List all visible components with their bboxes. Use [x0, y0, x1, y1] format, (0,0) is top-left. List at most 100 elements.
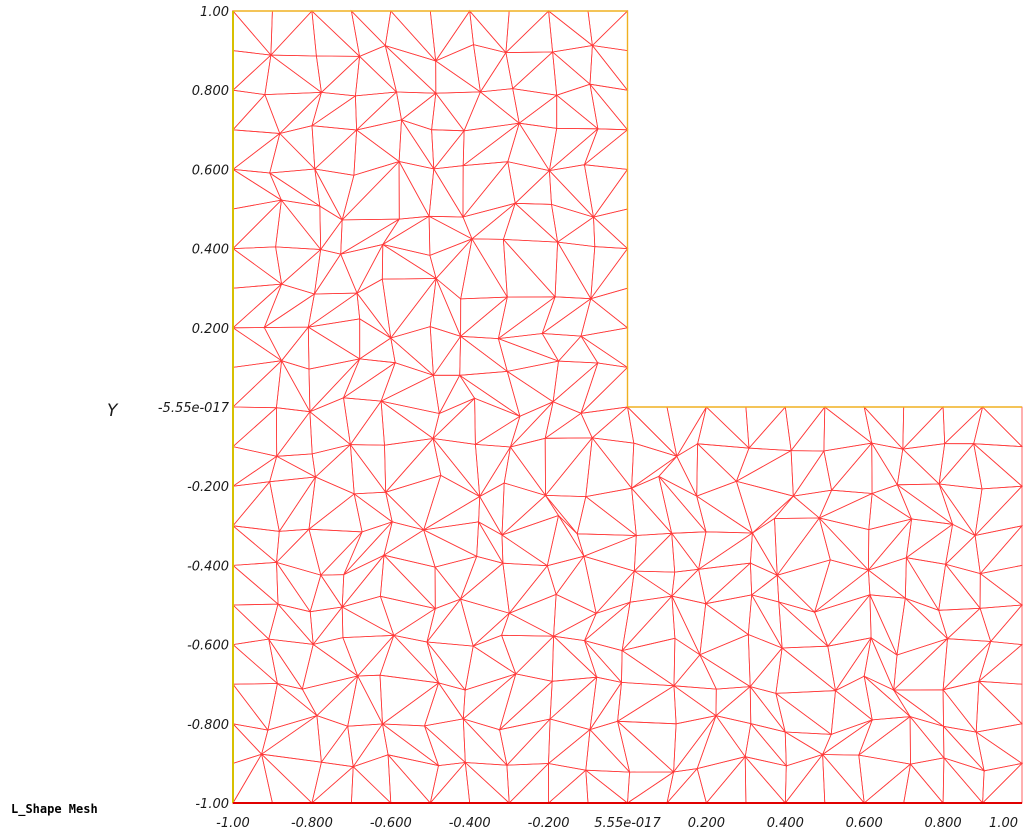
mesh-triangle	[505, 10, 550, 54]
x-tick-label: 0.600	[846, 816, 883, 831]
mesh-triangle	[231, 327, 282, 362]
y-tick-label: -0.600	[187, 639, 229, 654]
mesh-triangle	[979, 564, 1023, 606]
mesh-triangle	[314, 249, 342, 295]
mesh-triangle	[909, 715, 945, 765]
mesh-triangle	[505, 51, 554, 90]
mesh-triangle	[672, 685, 717, 717]
mesh-triangle	[429, 276, 462, 337]
mesh-triangle	[518, 94, 558, 129]
mesh-triangle	[514, 169, 552, 205]
mesh-triangle	[590, 246, 629, 301]
mesh-triangle	[589, 287, 628, 329]
mesh-triangle	[871, 484, 913, 521]
mesh-triangle	[591, 406, 635, 444]
mesh-triangle	[587, 10, 629, 47]
y-tick-label: 0.200	[192, 322, 229, 337]
mesh-triangle	[744, 722, 788, 767]
x-tick-label: 1.00	[989, 816, 1018, 831]
mesh-triangle	[774, 690, 836, 736]
mesh-triangle	[744, 756, 787, 805]
mesh-triangle	[320, 574, 345, 609]
mesh-triangle	[423, 474, 481, 531]
x-tick-labels: -1.00 -0.800 -0.600 -0.400 -0.200 5.55e-017 0.…	[216, 816, 1018, 831]
mesh-triangle	[384, 437, 435, 494]
mesh-triangle	[232, 247, 283, 289]
mesh-triangle	[697, 406, 751, 449]
mesh-triangle	[275, 199, 322, 250]
mesh-triangle	[583, 164, 629, 219]
x-tick-label: 0.400	[767, 816, 804, 831]
mesh-triangle	[381, 215, 431, 256]
mesh-triangle	[506, 360, 559, 403]
mesh-triangle	[349, 399, 385, 446]
mesh-triangle	[269, 455, 317, 483]
mesh-triangle	[232, 604, 270, 646]
y-tick-label: 0.400	[192, 243, 229, 258]
mesh-triangle	[946, 607, 992, 642]
mesh-triangle	[827, 637, 872, 692]
mesh-triangle	[633, 532, 673, 573]
mesh-triangle	[749, 646, 783, 694]
mesh-triangle	[459, 335, 508, 373]
mesh-triangle	[352, 754, 392, 804]
mesh-triangle	[353, 492, 394, 533]
mesh-triangle	[869, 594, 906, 657]
mesh-triangle	[830, 442, 873, 494]
mesh-triangle	[389, 10, 437, 63]
mesh-triangle	[979, 604, 1023, 643]
mesh-triangle	[340, 243, 384, 295]
mesh-triangle	[459, 562, 510, 614]
mesh-triangle	[435, 91, 482, 132]
mesh-triangle	[269, 54, 322, 94]
mesh-triangle	[270, 10, 313, 57]
mesh-triangle	[260, 714, 322, 763]
mesh-triangle	[552, 360, 599, 403]
y-tick-label: -5.55e-017	[158, 401, 230, 416]
mesh-triangle	[434, 555, 478, 600]
mesh-triangle	[232, 638, 279, 685]
mesh-triangle	[422, 521, 480, 558]
mesh-triangle	[232, 561, 279, 605]
mesh-triangle	[349, 444, 387, 494]
mesh-triangle	[750, 594, 783, 649]
mesh-triangle	[429, 761, 467, 804]
mesh-triangle	[544, 437, 594, 497]
mesh-triangle	[232, 54, 272, 96]
mesh-triangle	[231, 132, 281, 174]
x-tick-label: -0.600	[370, 816, 412, 831]
mesh-triangle	[316, 715, 349, 764]
mesh-triangle	[312, 637, 359, 678]
mesh-triangle	[354, 91, 398, 131]
mesh-triangle	[705, 406, 750, 450]
mesh-triangle	[814, 594, 872, 647]
mesh-triangle	[671, 568, 707, 605]
mesh-triangle	[892, 689, 944, 728]
mesh-triangle	[549, 676, 598, 731]
mesh-triangle	[426, 598, 474, 647]
mesh-triangle	[863, 675, 911, 717]
mesh-triangle	[264, 54, 323, 96]
mesh-triangle	[671, 568, 700, 598]
mesh-triangle	[512, 88, 558, 124]
mesh-triangle	[510, 401, 554, 448]
mesh-triangle	[342, 358, 397, 399]
mesh-triangle	[975, 680, 1023, 733]
y-axis-label: Y	[107, 401, 119, 421]
mesh-triangle	[673, 715, 717, 774]
mesh-triangle	[429, 326, 462, 377]
mesh-triangle	[585, 728, 631, 773]
mesh-triangle	[432, 437, 481, 498]
mesh-triangle	[308, 476, 355, 531]
mesh-triangle	[232, 480, 280, 532]
mesh-triangle	[347, 723, 384, 768]
mesh-triangle	[398, 160, 435, 218]
mesh-triangle	[232, 168, 283, 210]
mesh-triangle	[591, 10, 628, 52]
mesh-triangle	[347, 674, 384, 727]
mesh-triangle	[543, 412, 593, 439]
mesh-triangle	[905, 518, 954, 559]
mesh-triangle	[944, 523, 976, 566]
mesh-triangle	[479, 51, 514, 93]
mesh-triangle	[497, 296, 557, 340]
